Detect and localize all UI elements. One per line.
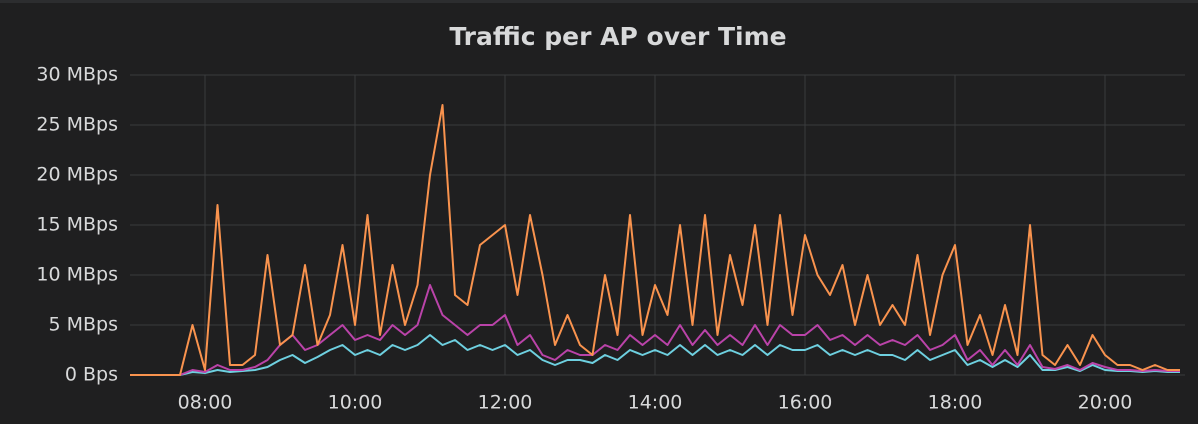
x-tick-label: 10:00 — [328, 392, 383, 414]
series-line — [130, 104, 1180, 376]
series-line — [130, 284, 1180, 376]
x-tick-label: 08:00 — [178, 392, 233, 414]
panel-border — [0, 0, 1198, 3]
x-tick-label: 14:00 — [628, 392, 683, 414]
series-line — [130, 334, 1180, 376]
x-tick-label: 12:00 — [478, 392, 533, 414]
y-tick-label: 20 MBps — [36, 164, 118, 186]
y-tick-label: 25 MBps — [36, 114, 118, 136]
chart-title: Traffic per AP over Time — [449, 22, 786, 51]
x-tick-label: 20:00 — [1078, 392, 1133, 414]
x-tick-label: 18:00 — [928, 392, 983, 414]
x-tick-label: 16:00 — [778, 392, 833, 414]
y-tick-label: 10 MBps — [36, 264, 118, 286]
y-tick-label: 30 MBps — [36, 64, 118, 86]
y-tick-label: 15 MBps — [36, 214, 118, 236]
y-tick-label: 0 Bps — [65, 364, 118, 386]
y-tick-label: 5 MBps — [48, 314, 118, 336]
